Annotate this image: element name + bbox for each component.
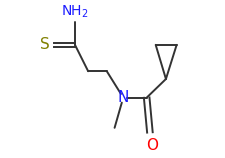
Text: O: O (146, 138, 158, 153)
Text: NH$_2$: NH$_2$ (61, 4, 88, 20)
Text: N: N (117, 90, 128, 105)
Text: S: S (40, 37, 49, 52)
